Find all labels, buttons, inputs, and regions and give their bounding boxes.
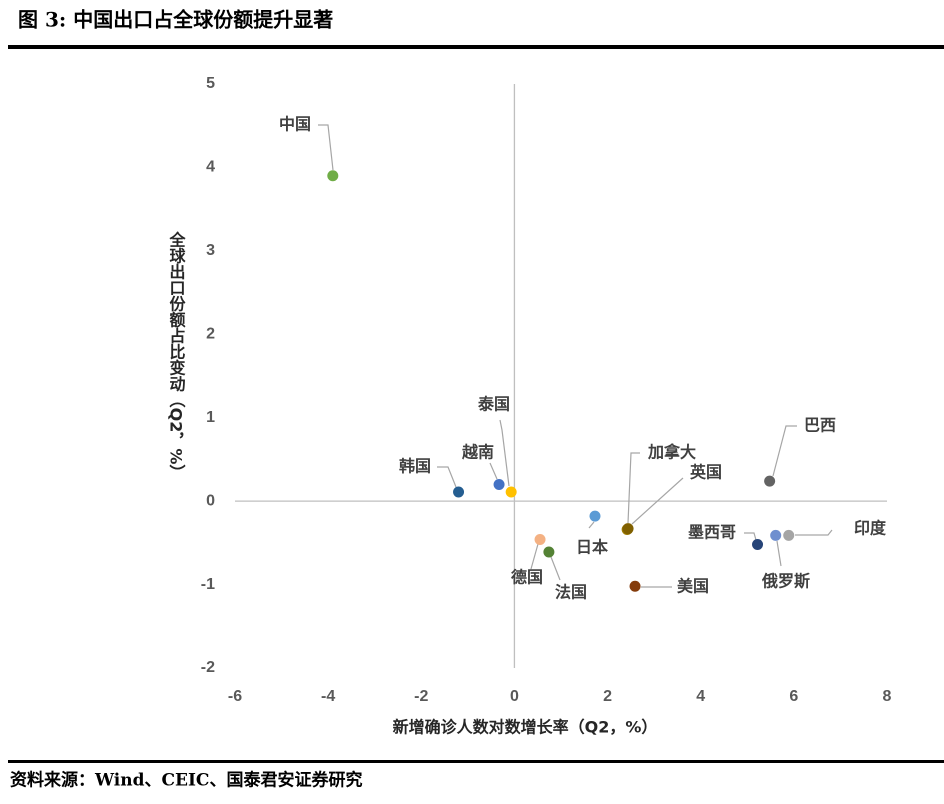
leader-line <box>530 543 539 570</box>
source-note: 资料来源：Wind、CEIC、国泰君安证券研究 <box>10 770 362 791</box>
point <box>622 523 634 535</box>
point <box>453 486 465 498</box>
x-tick-label: -4 <box>321 688 335 705</box>
point-label: 中国 <box>279 115 311 134</box>
leader-line <box>318 124 334 171</box>
leader-line <box>627 452 640 524</box>
point-label: 墨西哥 <box>688 523 736 542</box>
point <box>493 478 505 490</box>
x-tick-label: 6 <box>789 688 798 705</box>
point <box>783 529 795 541</box>
leader-line <box>489 462 498 480</box>
leader-line <box>550 556 561 581</box>
source-rule <box>8 760 944 763</box>
leader-line <box>776 540 782 567</box>
point <box>505 486 517 498</box>
point-label: 越南 <box>461 443 494 462</box>
chart-title: 图 3: 中国出口占全球份额提升显著 <box>18 8 333 32</box>
y-tick-label: 1 <box>206 409 215 426</box>
point-label: 加拿大 <box>647 443 696 462</box>
point <box>543 546 555 558</box>
y-tick-label: 5 <box>206 75 215 92</box>
y-tick-label: 4 <box>206 159 215 176</box>
leader-line <box>588 521 595 529</box>
point <box>629 580 641 592</box>
point <box>752 539 764 551</box>
point-label: 日本 <box>576 538 608 557</box>
leader-line <box>437 466 457 488</box>
point-label: 印度 <box>854 519 887 538</box>
y-axis-title: 全球出口份额占比变动（Q2，%） <box>167 231 187 481</box>
y-tick-label: 2 <box>206 326 215 343</box>
point <box>589 510 601 522</box>
x-tick-label: 2 <box>603 688 612 705</box>
leader-line <box>744 532 757 541</box>
point-label: 美国 <box>677 577 709 596</box>
point-label: 德国 <box>511 568 543 587</box>
leader-line <box>772 425 797 477</box>
leader-line <box>499 419 510 487</box>
x-tick-label: 8 <box>883 688 892 705</box>
point-label: 泰国 <box>477 395 510 414</box>
y-tick-label: 0 <box>206 492 215 509</box>
leader-line <box>631 477 684 525</box>
point-label: 法国 <box>555 583 587 602</box>
point-label: 英国 <box>689 463 722 482</box>
point-label: 巴西 <box>804 416 836 435</box>
point-label: 韩国 <box>399 457 431 476</box>
x-axis-title: 新增确诊人数对数增长率（Q2，%） <box>393 718 658 737</box>
x-tick-label: 0 <box>510 688 519 705</box>
point <box>534 534 546 546</box>
title-rule <box>8 45 944 49</box>
x-tick-label: 4 <box>696 688 705 705</box>
point <box>764 475 776 487</box>
x-tick-label: -6 <box>228 688 242 705</box>
point-label: 俄罗斯 <box>761 572 810 591</box>
y-tick-label: 3 <box>206 242 215 259</box>
y-tick-label: -1 <box>201 576 215 593</box>
y-tick-label: -2 <box>201 659 215 676</box>
x-tick-label: -2 <box>414 688 428 705</box>
leader-line <box>795 529 833 536</box>
point <box>770 529 782 541</box>
point <box>327 170 339 182</box>
